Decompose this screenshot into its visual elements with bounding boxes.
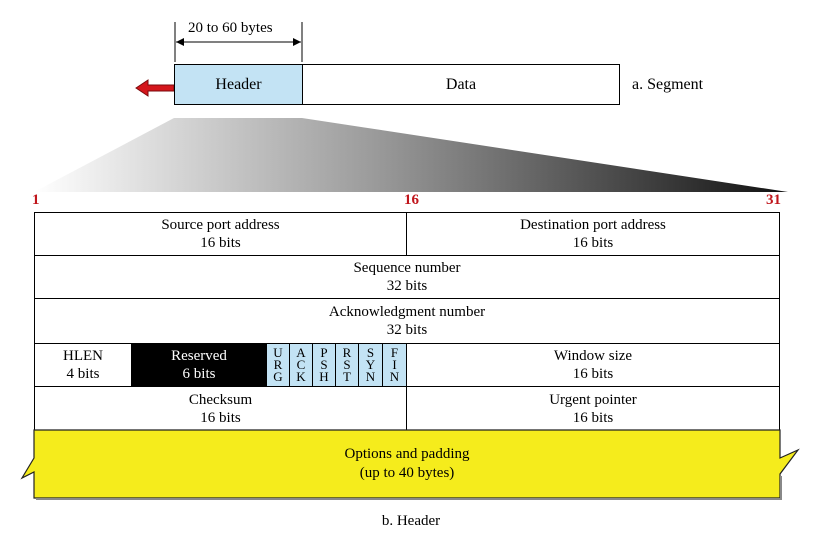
options-padding-shape <box>20 429 800 500</box>
field-size: 4 bits <box>66 366 100 382</box>
bit-position-middle: 16 <box>404 192 419 208</box>
field-name: Sequence number <box>353 260 461 276</box>
field-name: Window size <box>553 348 633 364</box>
field-name: Destination port address <box>520 217 666 233</box>
field-name: Source port address <box>161 217 280 233</box>
segment-size-label: 20 to 60 bytes <box>188 20 273 36</box>
field-size: 6 bits <box>182 366 216 382</box>
field-size: 16 bits <box>200 409 241 426</box>
segment-data-label: Data <box>445 75 477 93</box>
segment-header-label: Header <box>215 75 262 93</box>
source-port-field: Source port address 16 bits <box>34 212 407 256</box>
field-size: 32 bits <box>386 322 428 338</box>
bit-position-start: 1 <box>32 192 40 208</box>
segment-caption: a. Segment <box>632 76 704 93</box>
field-name: Acknowledgment number <box>328 304 486 320</box>
segment-header-box: Header <box>174 64 303 105</box>
hlen-field: HLEN 4 bits <box>34 343 132 387</box>
expansion-wedge <box>34 118 788 192</box>
sequence-number-field: Sequence number 32 bits <box>34 255 780 299</box>
checksum-field: Checksum 16 bits <box>34 386 407 431</box>
acknowledgment-number-field: Acknowledgment number 32 bits <box>34 298 780 344</box>
reserved-field: Reserved 6 bits <box>131 343 267 387</box>
field-name: HLEN <box>63 348 103 364</box>
field-size: 16 bits <box>200 235 241 251</box>
field-size: 32 bits <box>386 278 428 294</box>
field-size: 16 bits <box>572 235 614 251</box>
field-size: 16 bits <box>572 366 614 382</box>
urgent-pointer-field: Urgent pointer 16 bits <box>406 386 780 431</box>
options-padding-size: (up to 40 bytes) <box>359 465 455 481</box>
header-caption: b. Header <box>381 513 441 529</box>
field-size: 16 bits <box>572 409 614 426</box>
options-padding-name: Options and padding <box>344 446 470 462</box>
bit-position-end: 31 <box>766 192 781 208</box>
field-name: Checksum <box>188 391 253 408</box>
destination-port-field: Destination port address 16 bits <box>406 212 780 256</box>
size-dimension-line <box>174 22 303 62</box>
segment-data-box: Data <box>302 64 620 105</box>
field-name: Urgent pointer <box>549 391 637 408</box>
window-size-field: Window size 16 bits <box>406 343 780 387</box>
field-name: Reserved <box>171 348 227 364</box>
